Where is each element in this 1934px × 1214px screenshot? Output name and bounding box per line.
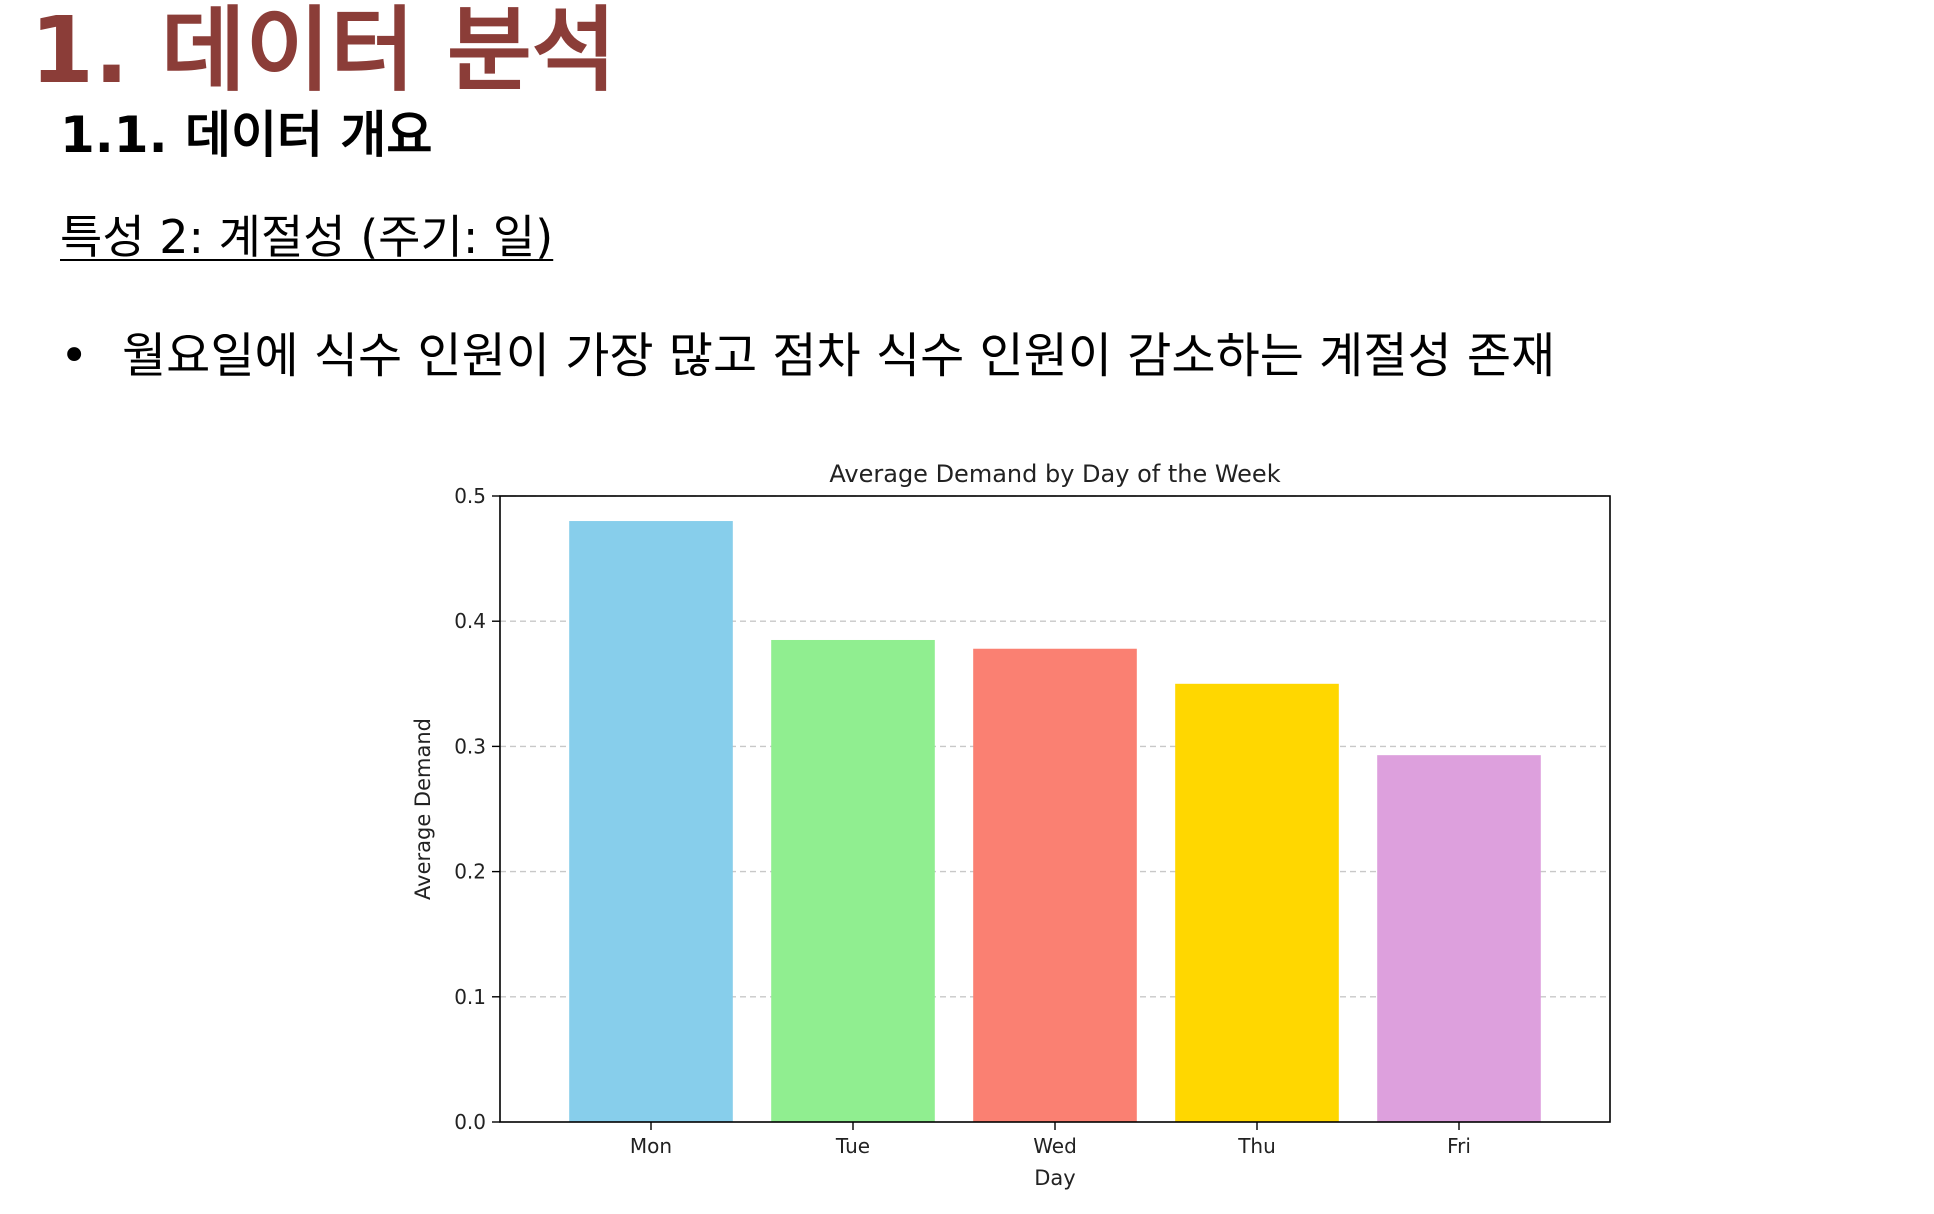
section-subtitle: 1.1. 데이터 개요 [60,106,433,164]
bar-thu [1175,683,1339,1122]
y-tick-label: 0.2 [454,860,486,884]
bullet-item: • 월요일에 식수 인원이 가장 많고 점차 식수 인원이 감소하는 계절성 존재 [60,328,1555,386]
page-title: 1. 데이터 분석 [30,0,617,104]
feature-heading: 특성 2: 계절성 (주기: 일) [60,210,554,264]
x-axis-label: Day [1034,1166,1075,1190]
x-tick-label: Mon [630,1134,672,1158]
x-tick-label: Thu [1237,1134,1276,1158]
y-tick-label: 0.4 [454,609,486,633]
x-axis: Mon Tue Wed Thu Fri [630,1122,1471,1158]
x-tick-label: Tue [835,1134,870,1158]
y-tick-label: 0.5 [454,484,486,508]
bar-wed [973,648,1137,1122]
bar-fri [1377,755,1541,1122]
y-tick-label: 0.1 [454,985,486,1009]
bar-tue [771,639,935,1122]
x-tick-label: Wed [1033,1134,1077,1158]
y-axis-label: Average Demand [411,718,435,900]
bar-chart: 0.0 0.1 0.2 0.3 0.4 0.5 Mon Tue Wed Thu Fri Avera… [411,460,1611,1190]
y-axis: 0.0 0.1 0.2 0.3 0.4 0.5 [454,484,500,1134]
bullet-text: 월요일에 식수 인원이 가장 많고 점차 식수 인원이 감소하는 계절성 존재 [122,328,1556,384]
bullet-marker: • [60,328,89,384]
bars [569,521,1541,1122]
chart-title: Average Demand by Day of the Week [829,460,1280,488]
y-tick-label: 0.0 [454,1110,486,1134]
x-tick-label: Fri [1447,1134,1471,1158]
bar-mon [569,521,733,1122]
y-tick-label: 0.3 [454,734,486,758]
